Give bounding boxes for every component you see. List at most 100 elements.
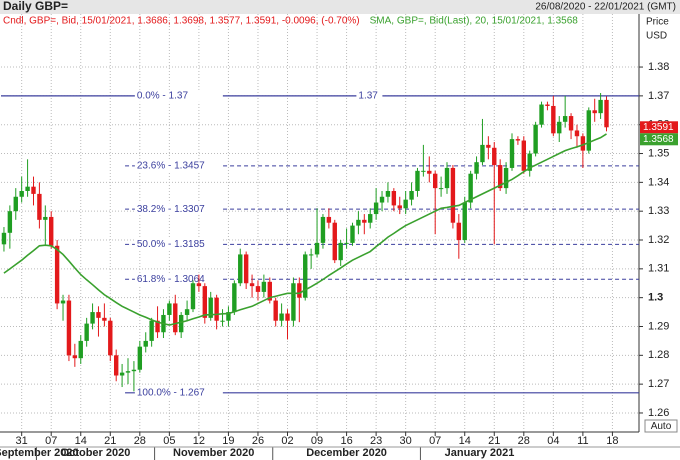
candle-body [13,196,18,212]
x-tick-label: 14 [75,435,87,447]
candle-body [533,124,538,154]
candle-body [249,283,255,287]
auto-box[interactable] [644,419,678,433]
candle-body [604,99,609,128]
candle-body [1,232,7,245]
candle-body [568,116,574,131]
candle-body [279,313,284,321]
x-tick-label: 28 [518,435,530,447]
sma-line [3,133,607,326]
candle-body [208,297,213,318]
y-tick-label: 1.37 [648,90,669,102]
candle-body [314,242,320,255]
candle-body [220,320,225,322]
legend-entry: SMA, GBP=, Bid(Last), 20, 15/01/2021, 1.… [370,16,579,27]
auto-label[interactable]: Auto [651,421,672,432]
month-label: September 2020 [0,447,79,459]
candle-body [131,369,137,372]
fib-label: 61.8% - 1.3064 [137,274,205,285]
x-tick-label: 19 [222,435,234,447]
y-axis-label: Price [646,17,669,28]
price-tag-label: 1.3568 [643,134,674,145]
candle-body [391,191,397,206]
month-label: October 2020 [61,447,131,459]
candle-body [119,372,125,376]
candle-body [303,254,308,298]
candle-body [515,139,521,141]
x-tick-label: 31 [16,435,28,447]
candle-body [474,162,479,174]
candle-body [527,153,532,171]
candle-body [492,147,497,166]
month-label: November 2020 [173,447,254,459]
price-tag-label: 1.3591 [643,122,674,133]
candle-body [184,309,190,315]
x-tick-label: 09 [311,435,323,447]
candle-body [539,104,544,125]
x-tick-label: 05 [163,435,175,447]
candle-body [545,104,550,106]
x-tick-label: 28 [134,435,146,447]
candle-body [551,105,556,134]
y-tick-label: 1.27 [648,378,669,390]
candle-body [178,314,184,333]
y-tick-label: 1.29 [648,320,669,332]
y-tick-label: 1.28 [648,349,669,361]
candle-body [137,346,143,370]
fib-label-bg [134,89,223,102]
candle-body [37,193,42,220]
candle-body [350,225,355,243]
fib-label-bg [134,273,223,286]
candle-body [273,300,278,321]
fib-label: 0.0% - 1.37 [137,91,189,102]
candle-body [586,110,591,151]
candle-body [155,320,160,333]
candle-body [149,320,154,341]
fib-label: 38.2% - 1.3307 [137,204,205,215]
legend-entry: Cndl, GBP=, Bid, 15/01/2021, 1.3686, 1.3… [3,16,360,27]
fib-label: 1.37 [358,91,378,102]
candle-body [344,242,349,244]
candle-body [167,303,172,315]
x-tick-label: 04 [547,435,559,447]
x-tick-label: 23 [370,435,382,447]
header-bar [0,0,680,14]
price-tag [640,133,678,146]
candle-body [444,167,450,189]
candle-body [373,202,379,215]
y-tick-label: 1.33 [648,205,669,217]
candle-body [267,281,272,301]
candle-body [285,313,290,321]
candle-body [438,188,444,190]
candle-body [468,173,473,203]
chart-title: Daily GBP= [3,0,68,13]
candle-body [338,242,343,261]
candle-body [226,312,231,321]
candle-body [190,283,196,310]
x-tick-label: 16 [340,435,352,447]
candle-body [297,283,302,298]
y-tick-label: 1.32 [648,234,669,246]
candle-body [232,283,237,313]
candle-body [462,202,467,241]
fib-label-bg [134,203,223,216]
candle-body [19,191,24,197]
candle-body [456,222,462,241]
fib-label-bg [134,238,223,251]
candle-body [332,222,337,261]
month-label: December 2020 [306,447,387,459]
candle-body [90,312,95,324]
x-tick-label: 30 [400,435,412,447]
x-tick-label: 21 [104,435,116,447]
x-tick-label: 02 [281,435,293,447]
candle-body [214,297,219,321]
candle-body [362,219,367,223]
candle-body [202,286,208,318]
x-tick-label: 21 [488,435,500,447]
candle-body [31,186,36,194]
y-tick-label: 1.35 [648,147,669,159]
y-axis-unit: USD [646,31,667,42]
candle-body [125,371,131,373]
